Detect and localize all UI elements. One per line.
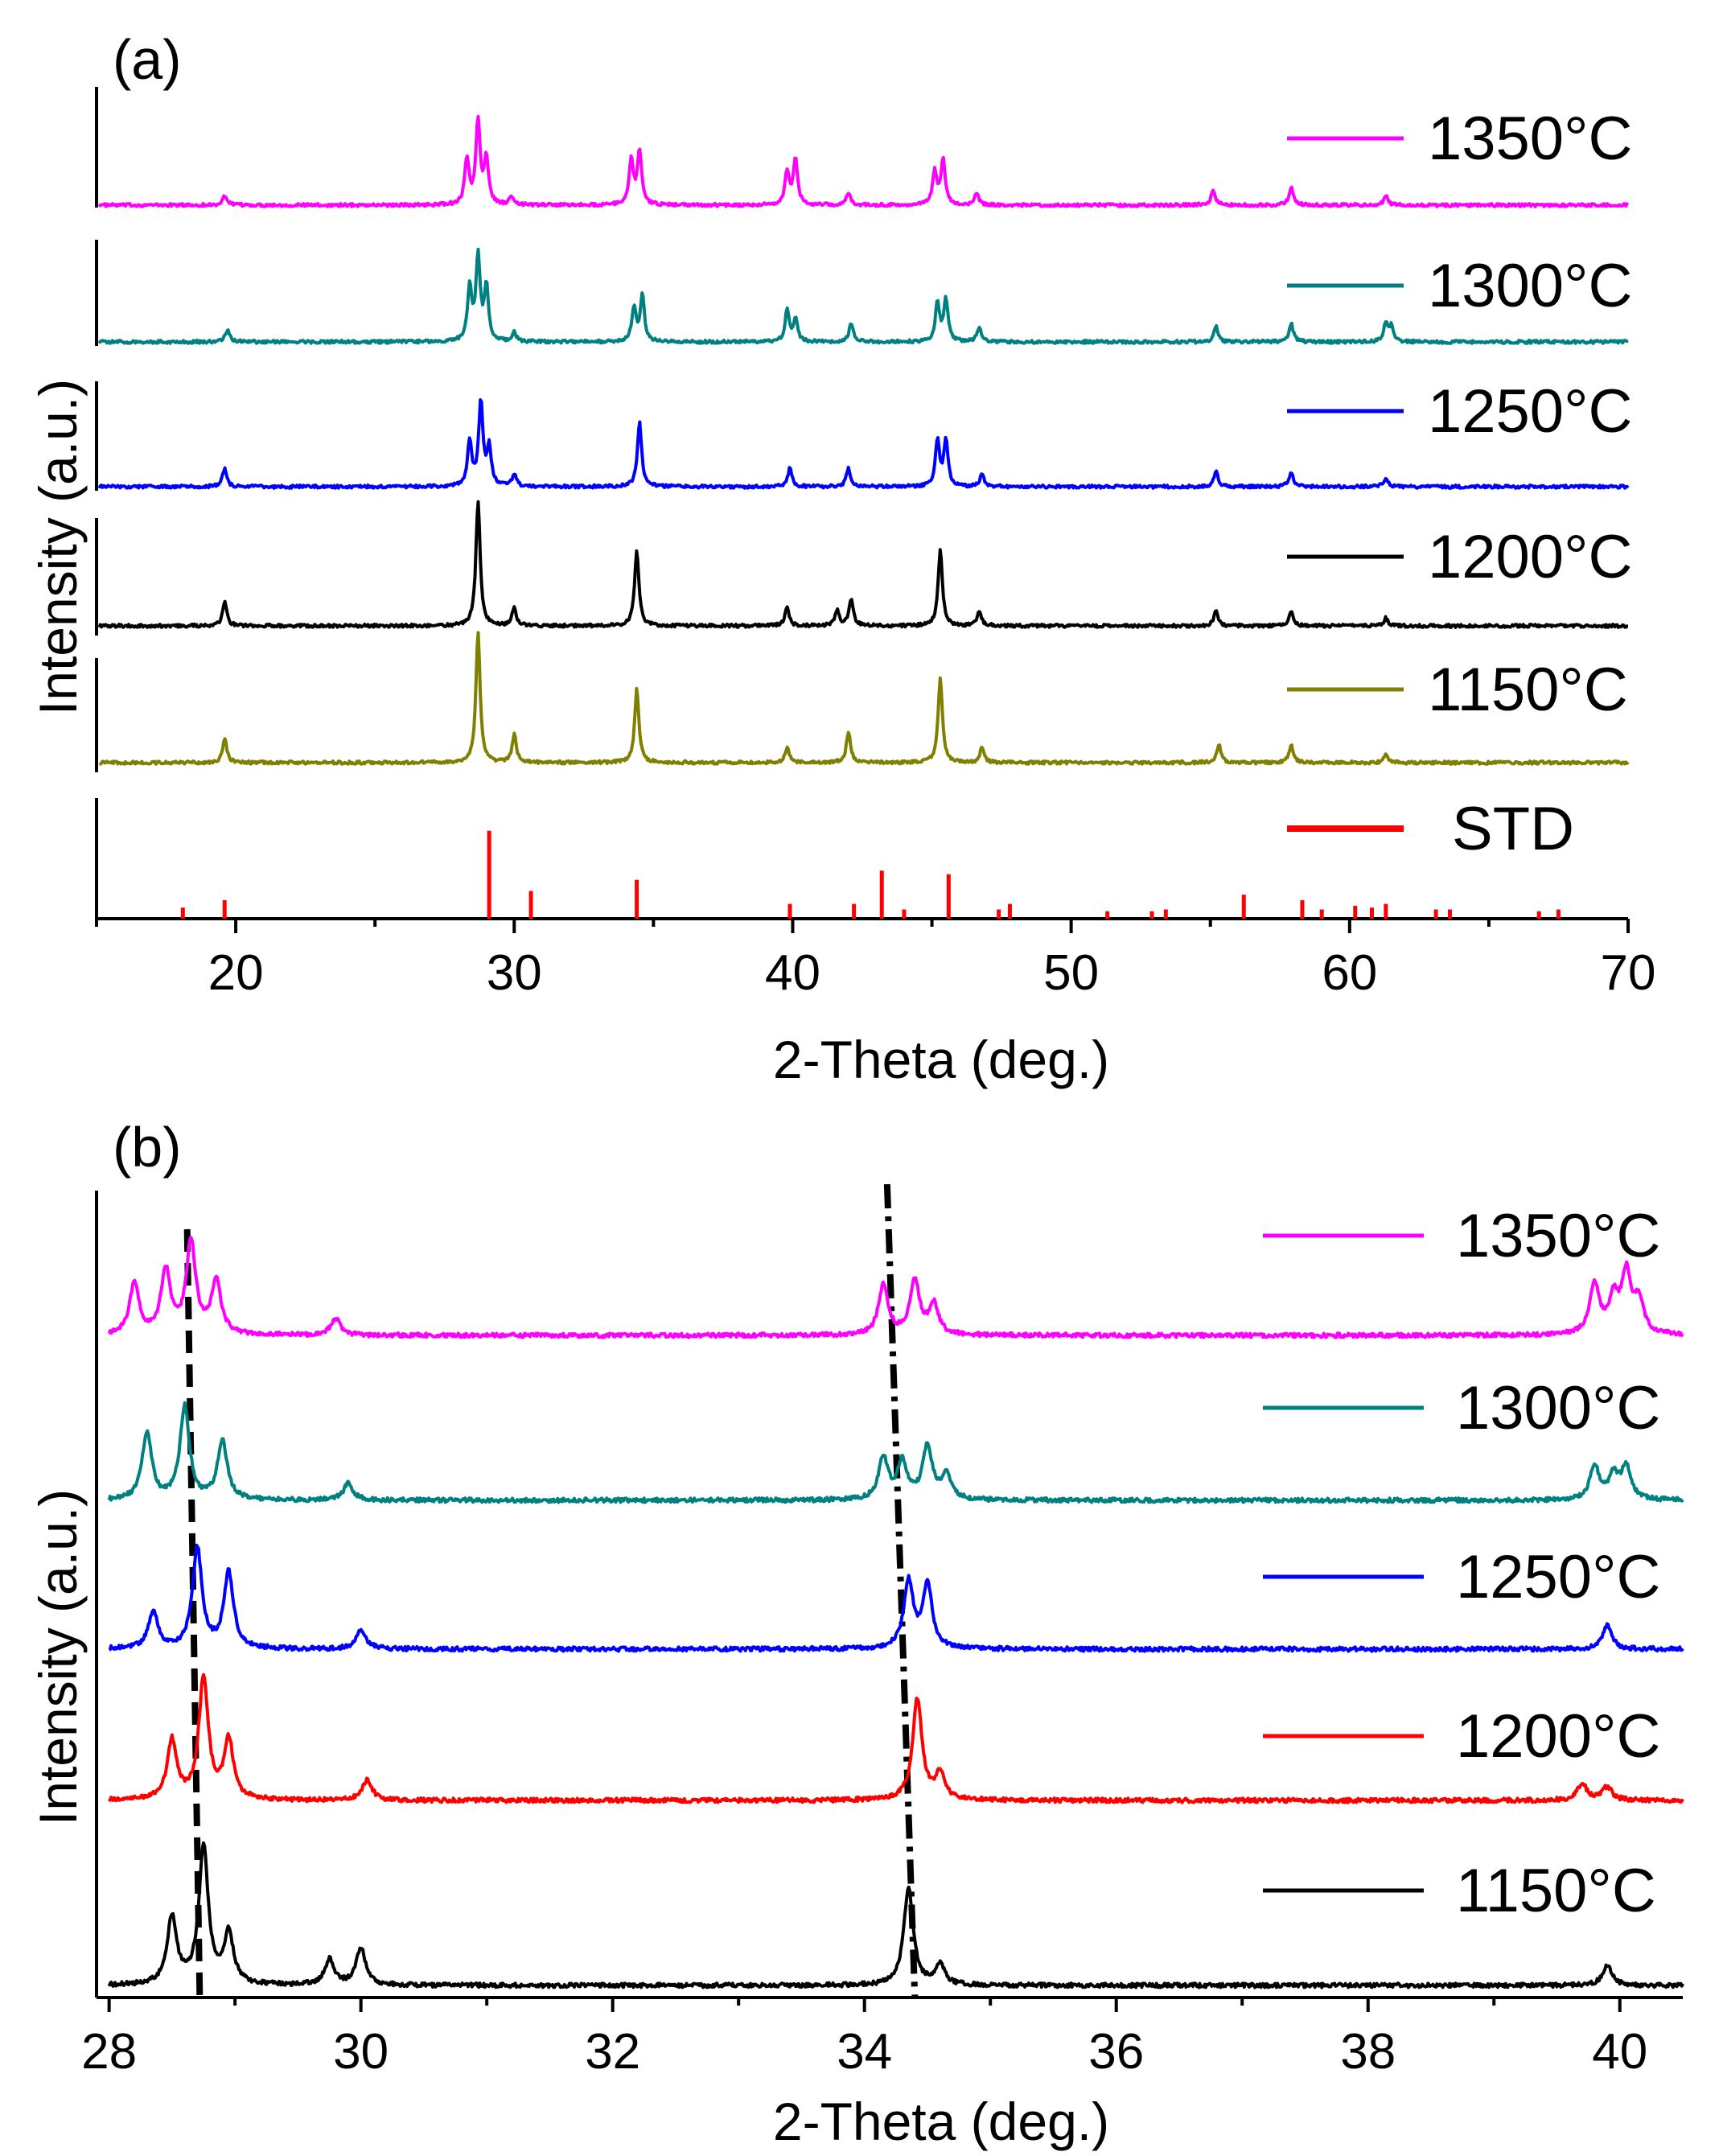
legend-label-b-1200: 1200°C [1456, 1702, 1660, 1771]
panel-b-xlabel: 2-Theta (deg.) [773, 2092, 1109, 2151]
panel-b-series-1350 [107, 1236, 1684, 1339]
panel-b-series-1200 [108, 1673, 1684, 1804]
panel-a-label: (a) [113, 28, 182, 91]
panel-a-x-tick-label: 30 [487, 945, 542, 1001]
legend-label-1350: 1350°C [1428, 105, 1632, 173]
panel-b-series-1300 [107, 1401, 1684, 1504]
panel-a-x-tick-label: 40 [765, 945, 820, 1001]
panel-a: (a) 20 30 40 50 60 70 1350°C 1300°C 1250°C 12… [28, 28, 1655, 1089]
panel-b-x-tick-label: 28 [81, 2024, 137, 2080]
panel-a-axes: 20 30 40 50 60 70 [95, 87, 1656, 1001]
panel-a-x-tick-label: 70 [1601, 945, 1656, 1001]
panel-b-x-tick-label: 38 [1340, 2024, 1396, 2080]
panel-b-curves [107, 1236, 1684, 1989]
panel-a-ylabel: Intensity (a.u.) [28, 379, 88, 715]
panel-b-ylabel: Intensity (a.u.) [28, 1489, 88, 1825]
legend-label-b-1150: 1150°C [1456, 1857, 1656, 1925]
panel-a-series-1250 [97, 398, 1630, 490]
panel-a-x-tick-label: 20 [208, 945, 264, 1001]
panel-a-curves [97, 114, 1630, 766]
legend-label-1200: 1200°C [1428, 523, 1632, 591]
panel-b-series-1250 [108, 1543, 1684, 1653]
panel-a-series-1150 [98, 631, 1630, 766]
legend-label-b-1300: 1300°C [1456, 1374, 1660, 1442]
legend-label-std: STD [1452, 795, 1574, 863]
panel-b-guide-lines [183, 1183, 919, 1998]
panel-b-x-tick-label: 34 [837, 2024, 892, 2080]
panel-a-legend: 1350°C 1300°C 1250°C 1200°C 1150°C STD [1287, 105, 1632, 863]
legend-label-b-1350: 1350°C [1456, 1202, 1660, 1270]
legend-label-b-1250: 1250°C [1456, 1543, 1660, 1611]
panel-b-x-tick-label: 40 [1592, 2024, 1647, 2080]
peak-shift-guide-34 [883, 1183, 919, 1998]
panel-b-x-tick-label: 30 [333, 2024, 389, 2080]
panel-a-xlabel: 2-Theta (deg.) [773, 1030, 1109, 1089]
panel-b-axes: 28 30 32 34 36 38 40 [81, 1191, 1683, 2080]
legend-label-1150: 1150°C [1428, 656, 1628, 724]
legend-label-1250: 1250°C [1428, 377, 1632, 446]
panel-a-x-tick-label: 60 [1322, 945, 1377, 1001]
panel-a-series-1300 [97, 247, 1629, 345]
legend-label-1300: 1300°C [1428, 252, 1632, 320]
panel-b-x-tick-label: 32 [585, 2024, 640, 2080]
peak-shift-guide-29 [183, 1228, 204, 1998]
panel-a-x-tick-label: 50 [1043, 945, 1099, 1001]
panel-b: (b) 28 30 32 34 36 38 40 1350°C 1300°C 1250°C … [28, 1116, 1684, 2151]
panel-a-std-lines [180, 830, 1561, 919]
panel-b-label: (b) [113, 1116, 182, 1179]
panel-b-x-tick-label: 36 [1088, 2024, 1144, 2080]
panel-a-series-1200 [97, 500, 1629, 629]
panel-b-legend: 1350°C 1300°C 1250°C 1200°C 1150°C [1263, 1202, 1660, 1925]
panel-a-series-1350 [97, 114, 1630, 208]
panel-b-series-1150 [107, 1841, 1684, 1989]
